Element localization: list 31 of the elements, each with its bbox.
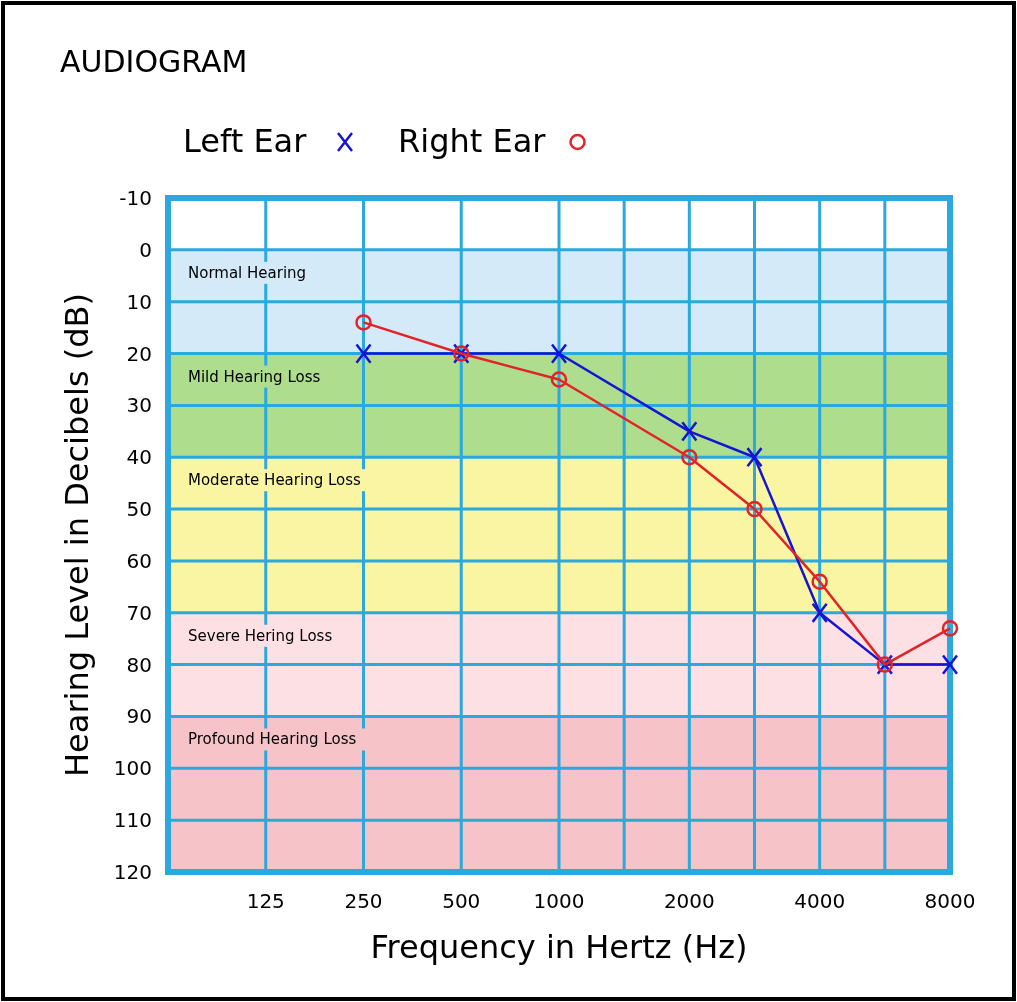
- y-tick-label: 10: [126, 289, 152, 314]
- y-tick-label: 100: [113, 756, 152, 781]
- x-tick-label: 125: [246, 889, 285, 913]
- y-tick-label: 20: [126, 341, 152, 366]
- y-tick-label: 110: [113, 808, 152, 833]
- y-tick-label: 80: [126, 652, 152, 677]
- chart-title: AUDIOGRAM: [60, 44, 248, 79]
- y-tick-label: 40: [126, 445, 152, 470]
- x-tick-label: 250: [344, 889, 383, 913]
- x-axis-title: Frequency in Hertz (Hz): [370, 928, 748, 966]
- y-tick-label: 120: [113, 860, 152, 884]
- legend-label: Left Ear: [183, 122, 308, 160]
- y-tick-label: 30: [126, 393, 152, 418]
- y-tick-label: 50: [126, 497, 152, 522]
- x-tick-label: 8000: [924, 889, 976, 913]
- legend-label: Right Ear: [398, 122, 547, 160]
- x-tick-label: 2000: [663, 889, 715, 913]
- x-tick-label: 1000: [533, 889, 585, 913]
- y-tick-label: 0: [139, 237, 152, 262]
- y-tick-label: 90: [126, 704, 152, 729]
- y-axis-title: Hearing Level in Decibels (dB): [58, 293, 96, 777]
- band-label: Normal Hearing: [188, 263, 307, 282]
- y-tick-label: 70: [126, 600, 152, 625]
- band-label: Mild Hearing Loss: [188, 367, 321, 386]
- band-label: Severe Hering Loss: [188, 626, 333, 645]
- x-tick-label: 4000: [794, 889, 846, 913]
- band-label: Profound Hearing Loss: [188, 730, 357, 749]
- y-tick-label: 60: [126, 548, 152, 573]
- band-label: Moderate Hearing Loss: [188, 471, 362, 490]
- y-tick-label: -10: [119, 186, 152, 210]
- x-tick-label: 500: [442, 889, 481, 913]
